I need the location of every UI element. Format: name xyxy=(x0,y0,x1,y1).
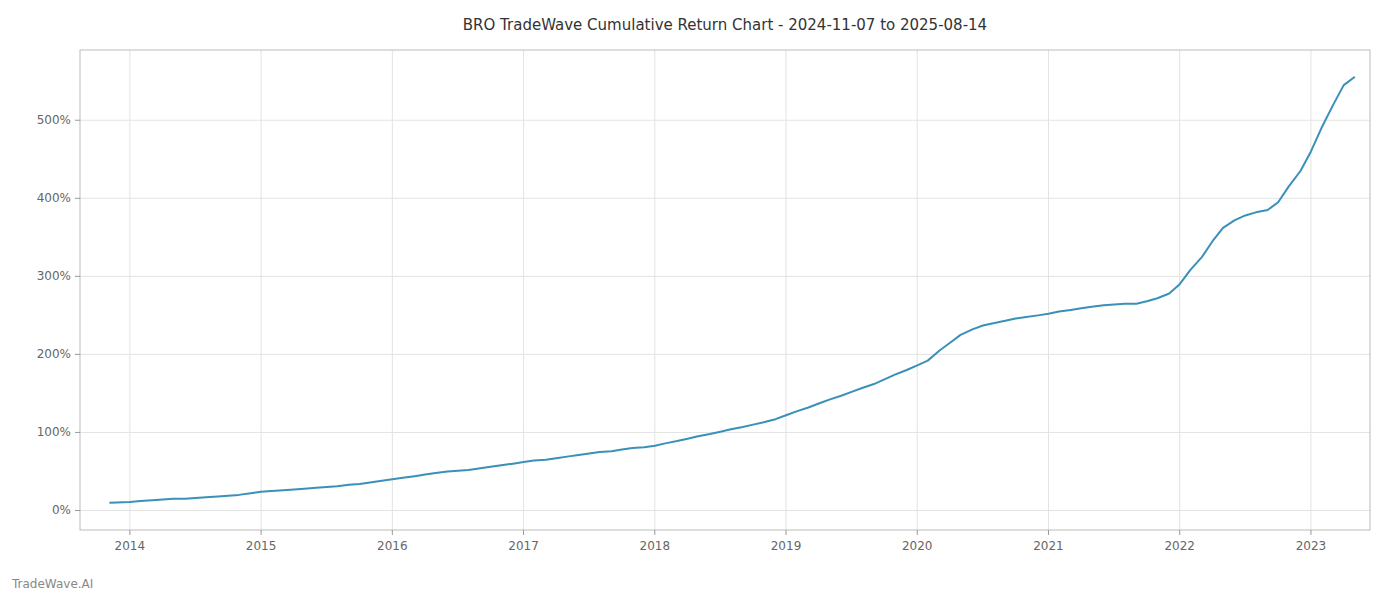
x-tick-label: 2022 xyxy=(1164,539,1195,553)
y-tick-label: 400% xyxy=(37,191,71,205)
x-tick-label: 2023 xyxy=(1296,539,1327,553)
y-tick xyxy=(75,276,80,277)
grid-line-y xyxy=(80,354,1370,355)
x-tick xyxy=(261,530,262,535)
x-tick xyxy=(654,530,655,535)
y-tick xyxy=(75,198,80,199)
chart: 2014 2015 2016 2017 2018 2019 2020 2021 2022 2023… xyxy=(0,0,1400,600)
grid-line-x xyxy=(261,50,262,530)
y-tick xyxy=(75,510,80,511)
x-tick-label: 2015 xyxy=(246,539,277,553)
y-tick xyxy=(75,354,80,355)
x-tick xyxy=(523,530,524,535)
x-tick xyxy=(392,530,393,535)
grid-line-x xyxy=(917,50,918,530)
grid-line-x xyxy=(786,50,787,530)
x-tick xyxy=(129,530,130,535)
x-tick-label: 2021 xyxy=(1033,539,1064,553)
x-tick-label: 2017 xyxy=(508,539,539,553)
x-tick xyxy=(1179,530,1180,535)
grid-line-x xyxy=(1310,50,1311,530)
grid xyxy=(80,50,1370,530)
grid-line-y xyxy=(80,432,1370,433)
x-tick xyxy=(1048,530,1049,535)
grid-line-x xyxy=(392,50,393,530)
y-tick-label: 100% xyxy=(37,425,71,439)
y-tick-label: 500% xyxy=(37,113,71,127)
x-tick-label: 2016 xyxy=(377,539,408,553)
grid-line-x xyxy=(1179,50,1180,530)
x-tick xyxy=(917,530,918,535)
grid-line-y xyxy=(80,198,1370,199)
plot-area xyxy=(110,77,1354,502)
grid-line-x xyxy=(1048,50,1049,530)
axes: 2014 2015 2016 2017 2018 2019 2020 2021 2022 2023… xyxy=(37,113,1327,553)
grid-line-y xyxy=(80,510,1370,511)
grid-line-x xyxy=(654,50,655,530)
x-tick-label: 2019 xyxy=(771,539,802,553)
y-tick xyxy=(75,432,80,433)
line xyxy=(110,77,1354,502)
x-tick-label: 2020 xyxy=(902,539,933,553)
plot-frame xyxy=(80,50,1370,530)
y-tick-label: 200% xyxy=(37,347,71,361)
annotation: TradeWave.AI xyxy=(11,577,93,591)
grid-line-y xyxy=(80,276,1370,277)
x-tick xyxy=(1310,530,1311,535)
y-tick-label: 300% xyxy=(37,269,71,283)
grid-line-y xyxy=(80,120,1370,121)
y-tick-label: 0% xyxy=(52,503,71,517)
grid-line-x xyxy=(129,50,130,530)
y-tick xyxy=(75,120,80,121)
x-tick xyxy=(786,530,787,535)
x-tick-label: 2014 xyxy=(115,539,146,553)
title: BRO TradeWave Cumulative Return Chart - … xyxy=(463,16,987,34)
x-tick-label: 2018 xyxy=(640,539,671,553)
grid-line-x xyxy=(523,50,524,530)
